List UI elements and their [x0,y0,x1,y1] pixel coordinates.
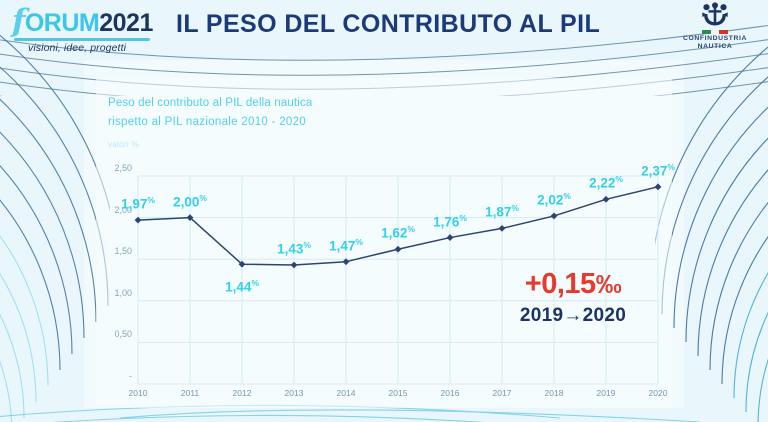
chart-title: Peso del contributo al PIL della nautica… [108,94,312,132]
slide-header: fORUM2021 visioni, idee, progetti IL PES… [0,0,768,58]
line-chart-svg [134,175,662,385]
brand-name-line1: CONFINDUSTRIA [682,35,748,42]
x-tick-label: 2018 [544,388,564,398]
delta-year-from: 2019 [519,305,564,326]
x-tick-label: 2017 [492,388,512,398]
delta-value: +0,15‰ [488,270,658,299]
data-point-label: 1,62% [381,223,415,241]
data-point-label: 1,76% [433,212,467,229]
delta-callout: +0,15‰ 2019→2020 [488,270,658,327]
page-title: IL PESO DEL CONTRIBUTO AL PIL [176,10,601,38]
delta-year-to: 2020 [582,305,627,326]
data-point-label: 1,44% [225,277,259,295]
y-tick-label: 2,50 [114,163,132,173]
chart-unit-label: valori % [108,140,139,149]
data-point-label: 1,47% [329,236,363,253]
x-tick-label: 2013 [284,388,304,398]
forum-logo-f: f [12,3,25,39]
data-point-label: 1,43% [277,239,311,257]
data-point-label: 2,02% [537,190,571,208]
data-point-label: 2,22% [589,174,623,191]
delta-range: 2019→2020 [488,305,658,327]
confindustria-nautica-logo: CONFINDUSTRIA NAUTICA [672,2,758,52]
data-point-label: 1,87% [485,203,519,220]
data-point-label: 1,97% [121,194,155,212]
chart-title-line1: Peso del contributo al PIL della nautica [108,97,313,109]
chart-card: Peso del contributo al PIL della nautica… [96,78,675,408]
brand-name-line2: NAUTICA [697,43,733,51]
data-point-label: 2,37% [641,161,675,179]
x-tick-label: 2019 [596,388,616,398]
x-tick-label: 2012 [232,388,252,398]
delta-number: +0,15 [524,268,596,300]
forum-logo-year: 2021 [99,9,153,37]
y-axis-labels: - 0,50 1,00 1,50 2,00 2,50 [96,163,136,388]
x-tick-label: 2016 [440,388,460,398]
x-axis-labels: 2010 2011 2012 2013 2014 2015 2016 2017 2018 2019… [129,388,668,404]
y-tick-label: 1,50 [114,246,132,257]
x-tick-label: 2020 [648,388,668,398]
arrow-right-icon: → [563,305,583,326]
italian-flag-icon [702,30,729,34]
y-tick-label: 2,00 [114,204,132,215]
chart-plot-area: 1,97% 2,00% 1,44% 1,43% 1,47% 1,62% 1,76% 1,87%… [121,162,675,385]
data-point-label: 2,00% [173,192,207,209]
forum-logo-tagline: visioni, idee, progetti [28,42,127,54]
y-tick-label: 1,00 [114,287,132,298]
forum-logo-underline [14,38,150,41]
forum-logo: fORUM2021 visioni, idee, progetti [12,3,153,55]
forum-logo-wordmark: fORUM2021 [12,3,153,39]
x-tick-label: 2015 [388,388,408,398]
y-tick-label: 0,50 [114,329,132,340]
x-tick-label: 2011 [180,388,200,398]
forum-logo-orum: ORUM [24,9,100,37]
chart-title-line2: rispetto al PIL nazionale 2010 - 2020 [108,115,306,128]
x-tick-label: 2010 [128,388,148,398]
x-tick-label: 2014 [336,388,356,398]
y-tick-label: - [129,371,132,381]
anchor-icon [702,2,728,26]
permille-symbol: ‰ [595,269,622,299]
